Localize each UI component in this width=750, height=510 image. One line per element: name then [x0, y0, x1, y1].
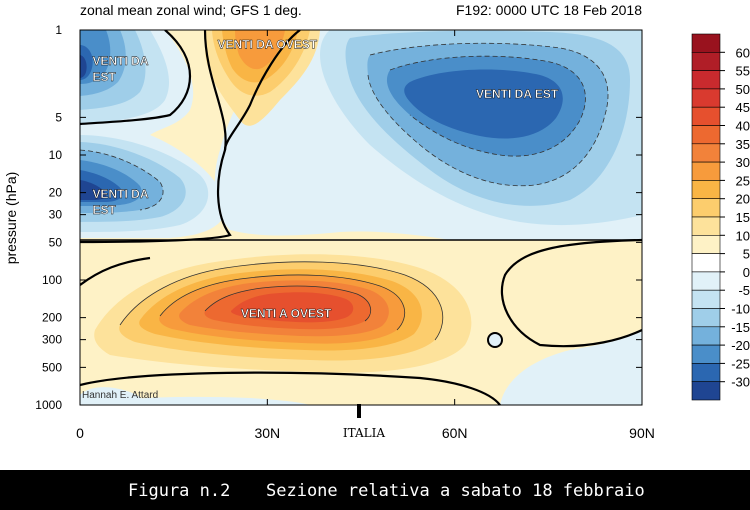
colorbar-label: -10: [731, 302, 750, 317]
annotation-label: EST: [92, 70, 116, 84]
colorbar-swatch: [691, 33, 721, 53]
colorbar-label: -5: [738, 283, 750, 298]
x-tick-label: 60N: [442, 425, 468, 441]
annotation-label: EST: [92, 203, 116, 217]
y-tick-label: 1000: [35, 398, 62, 412]
y-tick-label: 20: [49, 186, 63, 200]
contour-field: [80, 30, 642, 405]
annotation-label: VENTI A OVEST: [241, 307, 332, 321]
x-tick-label: 90N: [629, 425, 655, 441]
x-tick-label: 0: [76, 425, 84, 441]
colorbar-label: 40: [736, 119, 750, 134]
negative-contours: [80, 42, 609, 211]
colorbar-label: 25: [736, 173, 750, 188]
y-tick-label: 200: [42, 311, 62, 325]
figure-caption: Sezione relativa a sabato 18 febbraio: [266, 481, 645, 501]
annotations: VENTI DA OVEST VENTI DA EST VENTI DA EST VEN…: [92, 37, 559, 321]
easterly-left-mid-6: [80, 180, 107, 200]
westerly-jet-contour-7: [230, 292, 354, 323]
positive-contours: [119, 261, 444, 341]
y-tick-label: 1: [55, 23, 62, 37]
colorbar-label: -15: [731, 320, 750, 335]
colorbar-swatch: [691, 180, 721, 199]
chart-subtitle: F192: 0000 UTC 18 Feb 2018: [456, 2, 642, 18]
colorbar-swatch: [691, 198, 721, 218]
colorbar-label: 35: [736, 137, 750, 152]
y-tick-label: 10: [49, 148, 63, 162]
italia-label: ITALIA: [343, 426, 385, 440]
colorbar-swatch: [691, 106, 721, 126]
westerly-upper-contour-4: [235, 30, 285, 70]
colorbar-label: 0: [743, 265, 750, 280]
colorbar-swatch: [691, 271, 721, 291]
easterly-contour-5: [404, 69, 563, 139]
surface-easterly-mid: [100, 396, 310, 405]
annotation-label: VENTI DA: [92, 187, 148, 201]
annotation-label: VENTI DA: [92, 54, 148, 68]
easterly-left-contour-6: [80, 55, 87, 78]
italia-marker: [357, 404, 361, 418]
y-tick-label: 30: [49, 208, 63, 222]
colorbar-swatch: [691, 161, 721, 181]
chart-title: zonal mean zonal wind; GFS 1 deg.: [80, 2, 302, 18]
colorbar-label: 5: [743, 247, 750, 262]
colorbar-swatch: [691, 308, 721, 328]
colorbar-swatch: [691, 363, 721, 382]
colorbar-label: 55: [736, 64, 750, 79]
colorbar-swatch: [691, 289, 721, 309]
colorbar-swatch: [691, 344, 721, 364]
colorbar-swatch: [691, 51, 721, 71]
figure-label: Figura n.2: [128, 481, 231, 501]
colorbar-swatch: [691, 88, 721, 108]
colorbar-swatch: [691, 381, 721, 401]
colorbar-label: 45: [736, 100, 750, 115]
colorbar-label: 15: [736, 210, 750, 225]
y-tick-label: 100: [42, 273, 62, 287]
colorbar-swatch: [691, 253, 721, 273]
y-axis-label: pressure (hPa): [3, 172, 19, 265]
colorbar-swatch: [691, 235, 721, 254]
x-tick-label: 30N: [254, 425, 280, 441]
y-tick-label: 5: [55, 110, 62, 124]
colorbar-swatch: [691, 125, 721, 145]
annotation-label: VENTI DA OVEST: [218, 37, 318, 51]
colorbar: 605550454035302520151050-5-10-15-20-25-3…: [691, 33, 750, 401]
colorbar-swatch: [691, 143, 721, 163]
colorbar-label: 30: [736, 155, 750, 170]
y-axis: 1 5 10 20 30 50 100 200 300 500 1000: [35, 23, 642, 412]
x-axis: 0 30N 60N 90N: [76, 30, 655, 441]
colorbar-label: 50: [736, 82, 750, 97]
author-credit: Hannah E. Attard: [82, 390, 158, 401]
colorbar-swatch: [691, 70, 721, 90]
colorbar-label: 10: [736, 228, 750, 243]
y-tick-label: 50: [49, 235, 63, 249]
easterly-cell-small: [487, 332, 503, 348]
colorbar-swatch: [691, 326, 721, 346]
y-tick-label: 500: [42, 360, 62, 374]
colorbar-swatch: [691, 216, 721, 236]
annotation-label: VENTI DA EST: [476, 87, 559, 101]
zonal-wind-chart: zonal mean zonal wind; GFS 1 deg. F192: …: [3, 2, 750, 441]
caption-bar: Figura n.2 Sezione relativa a sabato 18 …: [0, 470, 750, 510]
colorbar-label: -25: [731, 356, 750, 371]
surface-easterly-right: [500, 330, 642, 405]
colorbar-label: 20: [736, 192, 750, 207]
colorbar-label: -20: [731, 338, 750, 353]
colorbar-label: -30: [731, 375, 750, 390]
y-tick-label: 300: [42, 333, 62, 347]
colorbar-label: 60: [736, 45, 750, 60]
